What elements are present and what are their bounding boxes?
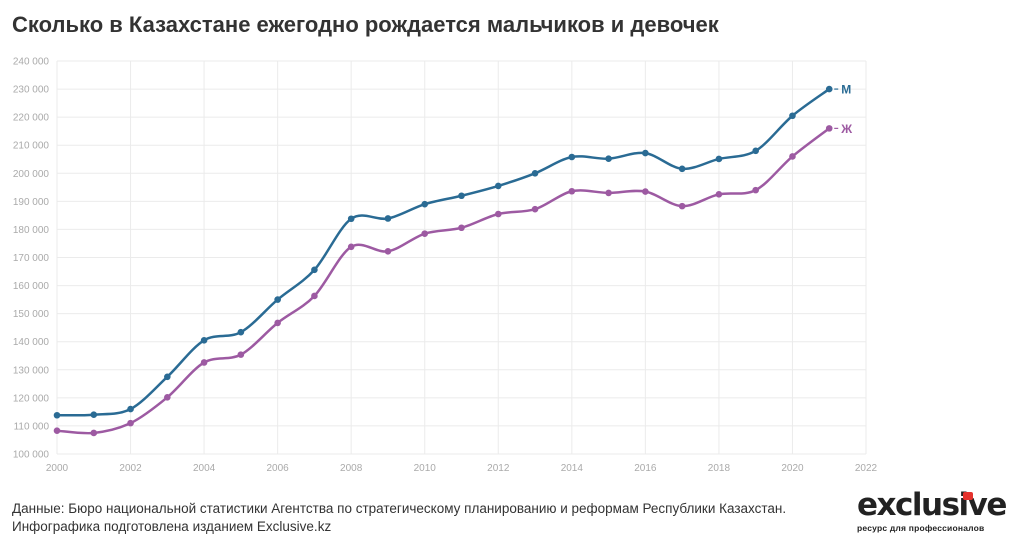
data-point — [384, 248, 392, 255]
y-tick-label: 100 000 — [13, 450, 50, 461]
x-tick-label: 2022 — [855, 463, 878, 474]
x-tick-label: 2020 — [781, 463, 804, 474]
y-tick-label: 240 000 — [13, 57, 50, 68]
data-point — [825, 125, 833, 132]
data-point — [715, 191, 723, 198]
data-point — [531, 169, 539, 177]
data-point — [311, 266, 318, 274]
data-point — [127, 419, 134, 427]
series-line — [56, 127, 830, 435]
x-tick-label: 2010 — [414, 463, 437, 474]
y-tick-label: 220 000 — [13, 113, 50, 124]
data-point — [494, 182, 502, 190]
x-tick-label: 2006 — [267, 463, 290, 474]
data-point — [568, 187, 576, 195]
data-point — [678, 165, 686, 173]
x-tick-label: 2012 — [487, 463, 510, 474]
x-tick-label: 2008 — [340, 463, 363, 474]
y-tick-label: 200 000 — [13, 169, 50, 180]
y-tick-label: 180 000 — [13, 225, 50, 236]
y-tick-label: 190 000 — [13, 197, 50, 208]
data-point — [605, 155, 612, 162]
data-point — [90, 411, 98, 419]
x-tick-label: 2018 — [708, 463, 731, 474]
x-tick-label: 2002 — [119, 463, 142, 474]
series-end-label: М — [841, 83, 851, 97]
data-point — [789, 153, 796, 160]
data-point — [200, 337, 208, 344]
data-point — [274, 296, 281, 303]
source-line-2: Инфографика подготовлена изданием Exclus… — [12, 519, 332, 534]
data-point — [605, 189, 612, 197]
y-tick-label: 150 000 — [13, 309, 50, 320]
y-tick-label: 160 000 — [13, 281, 50, 292]
data-point — [531, 205, 539, 213]
data-point — [347, 215, 355, 223]
data-point — [311, 292, 318, 300]
brand-tagline: ресурс для профессионалов — [857, 523, 985, 533]
source-note: Данные: Бюро национальной статистики Аге… — [12, 500, 786, 536]
data-point — [384, 215, 392, 222]
data-point — [642, 188, 649, 195]
data-point — [789, 112, 796, 120]
y-tick-label: 210 000 — [13, 141, 50, 152]
y-tick-label: 120 000 — [13, 393, 50, 404]
data-point — [237, 351, 245, 358]
y-tick-label: 130 000 — [13, 365, 50, 376]
chart-title: Сколько в Казахстане ежегодно рождается … — [12, 12, 719, 37]
data-point — [421, 200, 429, 208]
brand-accent-mark — [963, 492, 973, 500]
data-point — [237, 328, 245, 336]
data-point — [164, 393, 171, 401]
x-tick-label: 2000 — [46, 463, 69, 474]
series-end-label: Ж — [840, 122, 852, 136]
data-point — [90, 429, 98, 437]
data-point — [53, 411, 61, 419]
data-point — [752, 147, 759, 155]
data-point — [752, 186, 759, 194]
data-point — [53, 427, 61, 435]
y-tick-label: 140 000 — [13, 337, 50, 348]
data-point — [568, 153, 576, 161]
data-point — [164, 373, 171, 381]
data-point — [715, 155, 723, 163]
source-line-1: Данные: Бюро национальной статистики Аге… — [12, 501, 787, 516]
data-point — [274, 319, 281, 327]
y-tick-label: 230 000 — [13, 85, 50, 96]
data-point — [200, 359, 208, 366]
data-point — [458, 224, 465, 232]
x-tick-label: 2016 — [634, 463, 657, 474]
data-point — [347, 243, 355, 251]
data-point — [494, 210, 502, 218]
data-point — [642, 149, 649, 157]
x-tick-label: 2014 — [561, 463, 584, 474]
brand-logo: exclusive ресурс для профессионалов — [857, 488, 1017, 548]
y-tick-label: 110 000 — [14, 421, 50, 432]
data-point — [458, 192, 465, 200]
data-point — [421, 230, 429, 237]
brand-name: exclusive — [857, 487, 1007, 523]
y-tick-label: 170 000 — [13, 253, 50, 264]
x-tick-label: 2004 — [193, 463, 216, 474]
data-point — [127, 405, 134, 413]
series-line — [56, 88, 830, 417]
data-point — [825, 85, 833, 93]
data-point — [678, 202, 686, 210]
